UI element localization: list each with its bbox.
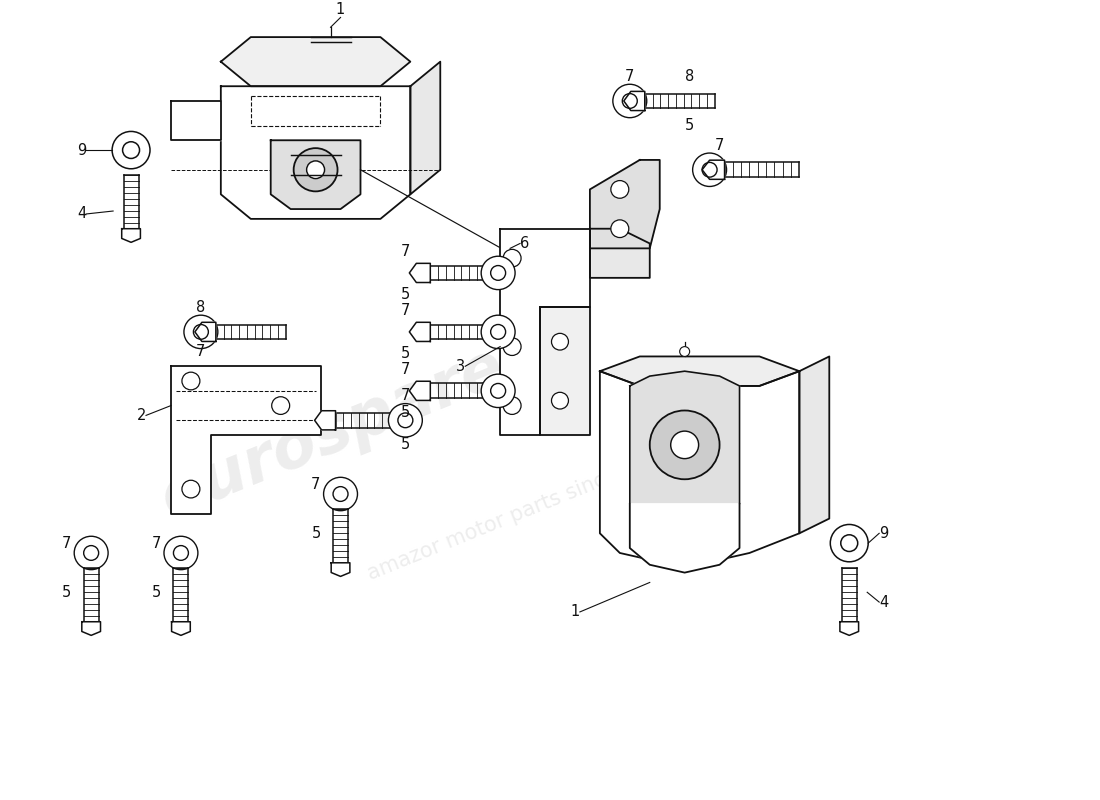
Text: amazor motor parts since 1985: amazor motor parts since 1985 — [364, 443, 675, 584]
Polygon shape — [81, 622, 100, 635]
Text: 7: 7 — [311, 477, 320, 492]
Circle shape — [551, 334, 569, 350]
Polygon shape — [540, 307, 590, 435]
Text: 8: 8 — [196, 300, 206, 315]
Polygon shape — [624, 91, 645, 110]
Circle shape — [680, 346, 690, 357]
Circle shape — [830, 525, 868, 562]
Text: 6: 6 — [520, 236, 529, 251]
Polygon shape — [195, 322, 216, 342]
Circle shape — [551, 392, 569, 409]
Polygon shape — [122, 229, 141, 242]
Polygon shape — [702, 160, 725, 179]
Circle shape — [491, 325, 506, 339]
Circle shape — [184, 315, 218, 349]
Text: 2: 2 — [136, 408, 146, 423]
Text: 7: 7 — [196, 344, 206, 359]
Polygon shape — [590, 229, 650, 278]
Text: 5: 5 — [152, 585, 161, 600]
Text: 5: 5 — [685, 118, 694, 133]
Polygon shape — [315, 410, 336, 430]
Text: 7: 7 — [152, 536, 161, 550]
Polygon shape — [500, 229, 590, 435]
Text: 9: 9 — [879, 526, 889, 541]
Polygon shape — [630, 504, 739, 573]
Text: 1: 1 — [571, 605, 580, 619]
Circle shape — [693, 153, 727, 186]
Polygon shape — [630, 371, 739, 538]
Polygon shape — [172, 622, 190, 635]
Circle shape — [491, 266, 506, 280]
Text: 7: 7 — [62, 536, 72, 550]
Circle shape — [481, 374, 515, 407]
Text: 7: 7 — [400, 244, 410, 259]
Circle shape — [182, 480, 200, 498]
Circle shape — [702, 162, 717, 177]
Polygon shape — [800, 357, 829, 534]
Text: 5: 5 — [400, 346, 410, 361]
Circle shape — [323, 478, 358, 510]
Circle shape — [503, 397, 521, 414]
Polygon shape — [600, 357, 800, 386]
Polygon shape — [409, 263, 430, 282]
Circle shape — [671, 431, 698, 458]
Polygon shape — [170, 101, 221, 140]
Polygon shape — [840, 622, 859, 635]
Circle shape — [333, 486, 348, 502]
Text: 8: 8 — [685, 69, 694, 84]
Text: 7: 7 — [400, 388, 410, 403]
Polygon shape — [410, 62, 440, 194]
Circle shape — [481, 315, 515, 349]
Circle shape — [74, 536, 108, 570]
Text: 1: 1 — [336, 2, 345, 18]
Circle shape — [610, 220, 629, 238]
Circle shape — [164, 536, 198, 570]
Circle shape — [122, 142, 140, 158]
Circle shape — [272, 397, 289, 414]
Polygon shape — [170, 366, 320, 514]
Circle shape — [388, 404, 422, 437]
Text: 4: 4 — [879, 594, 889, 610]
Circle shape — [623, 94, 637, 108]
Circle shape — [112, 131, 150, 169]
Text: 7: 7 — [625, 69, 635, 84]
Circle shape — [307, 161, 324, 178]
Circle shape — [503, 250, 521, 267]
Text: 5: 5 — [400, 287, 410, 302]
Text: 4: 4 — [77, 206, 86, 222]
Text: 9: 9 — [77, 142, 86, 158]
Polygon shape — [600, 371, 800, 568]
Polygon shape — [590, 160, 660, 248]
Circle shape — [182, 372, 200, 390]
Text: 5: 5 — [400, 405, 410, 420]
Circle shape — [491, 383, 506, 398]
Polygon shape — [409, 382, 430, 401]
Circle shape — [613, 84, 647, 118]
Circle shape — [503, 338, 521, 355]
Polygon shape — [221, 37, 410, 86]
Circle shape — [840, 534, 858, 551]
Text: 7: 7 — [400, 362, 410, 377]
Circle shape — [610, 181, 629, 198]
Circle shape — [650, 410, 719, 479]
Text: 5: 5 — [311, 526, 320, 541]
Circle shape — [398, 413, 412, 428]
Polygon shape — [409, 322, 430, 342]
Text: eurospares: eurospares — [152, 321, 549, 530]
Text: 5: 5 — [62, 585, 72, 600]
Text: 3: 3 — [456, 358, 465, 374]
Polygon shape — [221, 86, 410, 219]
Text: 5: 5 — [400, 438, 410, 452]
Circle shape — [84, 546, 99, 560]
Circle shape — [174, 546, 188, 560]
Polygon shape — [271, 140, 361, 209]
Polygon shape — [331, 562, 350, 577]
Circle shape — [194, 325, 208, 339]
Text: 7: 7 — [400, 302, 410, 318]
Circle shape — [294, 148, 338, 191]
Circle shape — [481, 256, 515, 290]
Text: 7: 7 — [715, 138, 724, 153]
